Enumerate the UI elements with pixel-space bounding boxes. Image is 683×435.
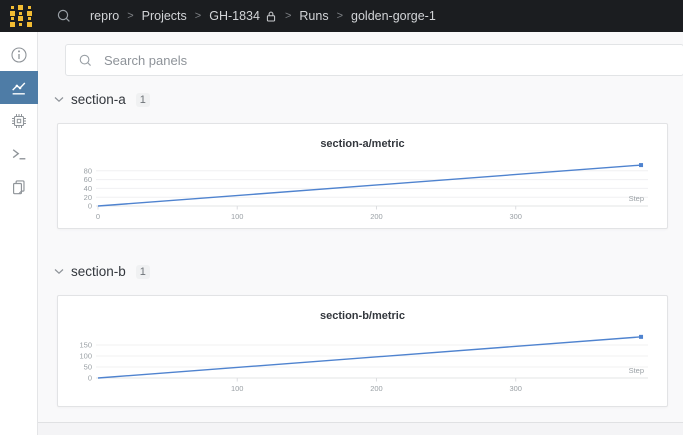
svg-text:200: 200	[370, 212, 383, 221]
breadcrumb-projects[interactable]: Projects	[141, 9, 187, 23]
breadcrumb: repro > Projects > GH-1834 > Runs > gold…	[90, 9, 436, 23]
svg-text:200: 200	[370, 384, 383, 393]
sidebar-item-logs[interactable]	[0, 137, 38, 170]
chart-panel-section-a[interactable]: section-a/metric 0 20 40 60 80 0 100 200 300 Step	[57, 123, 668, 229]
svg-text:Step: Step	[629, 194, 644, 203]
breadcrumb-run-name[interactable]: golden-gorge-1	[351, 9, 436, 23]
line-chart-icon	[12, 82, 26, 95]
info-icon	[11, 46, 27, 63]
section-divider	[38, 422, 683, 423]
section-b-header[interactable]: section-b 1	[54, 264, 150, 279]
svg-text:100: 100	[79, 352, 92, 361]
svg-text:60: 60	[84, 175, 92, 184]
lock-icon	[265, 10, 277, 23]
navbar-search-button[interactable]	[56, 8, 72, 24]
sidebar-item-files[interactable]	[0, 170, 38, 203]
files-icon	[13, 179, 25, 194]
panel-search-box	[65, 44, 683, 76]
svg-text:50: 50	[84, 363, 92, 372]
next-section-strip	[38, 423, 683, 435]
wandb-logo-icon[interactable]	[8, 5, 34, 27]
sidebar-item-overview[interactable]	[0, 38, 38, 71]
svg-text:0: 0	[96, 212, 100, 221]
breadcrumb-separator: >	[127, 10, 134, 22]
svg-text:100: 100	[231, 212, 244, 221]
chevron-down-icon	[54, 267, 64, 276]
section-label: section-a	[71, 92, 126, 107]
chart-panel-section-b[interactable]: section-b/metric 0 50 100 150 100 200 300 Step	[57, 295, 668, 407]
svg-text:0: 0	[88, 374, 92, 383]
section-a-header[interactable]: section-a 1	[54, 92, 150, 107]
search-panels-input[interactable]	[102, 51, 522, 69]
section-label: section-b	[71, 264, 126, 279]
breadcrumb-runs[interactable]: Runs	[299, 9, 329, 23]
svg-text:300: 300	[509, 212, 522, 221]
svg-text:0: 0	[88, 202, 92, 211]
svg-text:150: 150	[79, 341, 92, 350]
workspace-main: section-a 1 section-a/metric 02040608001…	[38, 32, 683, 435]
chevron-down-icon	[54, 95, 64, 104]
section-panel-count: 1	[135, 92, 150, 107]
svg-text:40: 40	[84, 184, 92, 193]
chart-title: section-b/metric	[320, 310, 405, 322]
terminal-icon	[12, 148, 26, 159]
breadcrumb-project[interactable]: GH-1834	[209, 9, 260, 23]
svg-text:100: 100	[231, 384, 244, 393]
sidebar-item-charts[interactable]	[0, 71, 38, 104]
line-chart-plot[interactable]: 0 20 40 60 80 0 100 200 300 Step	[58, 156, 667, 226]
svg-text:80: 80	[84, 166, 92, 175]
chip-icon	[12, 113, 26, 128]
breadcrumb-separator: >	[336, 10, 344, 22]
breadcrumb-separator: >	[194, 10, 202, 22]
line-chart-plot[interactable]: 0 50 100 150 100 200 300 Step	[58, 328, 667, 398]
sidebar-item-system[interactable]	[0, 104, 38, 137]
chart-title: section-a/metric	[320, 138, 405, 150]
search-icon	[79, 54, 91, 66]
svg-text:20: 20	[84, 193, 92, 202]
top-navbar: repro > Projects > GH-1834 > Runs > gold…	[0, 0, 683, 32]
svg-text:300: 300	[509, 384, 522, 393]
search-icon	[57, 9, 70, 22]
breadcrumb-entity[interactable]: repro	[90, 9, 120, 23]
run-sidebar	[0, 32, 38, 435]
svg-text:Step: Step	[629, 366, 644, 375]
breadcrumb-separator: >	[284, 10, 292, 22]
section-panel-count: 1	[135, 264, 150, 279]
